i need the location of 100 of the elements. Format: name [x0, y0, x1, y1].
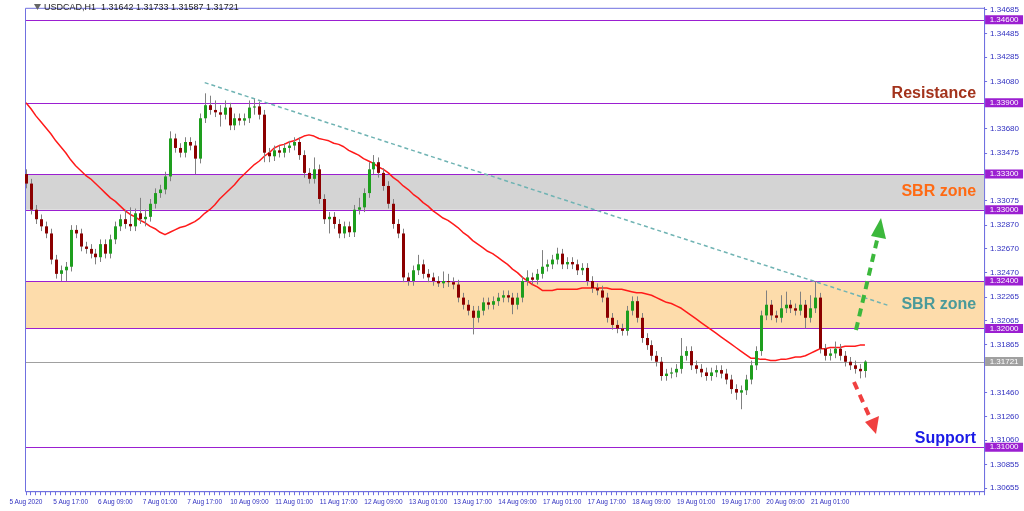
- candlestick: [511, 292, 514, 315]
- candlestick: [184, 136, 187, 158]
- candlestick: [770, 299, 773, 321]
- candlestick: [382, 167, 385, 192]
- y-tick-label: 1.32870: [990, 220, 1020, 230]
- candlestick: [392, 198, 395, 230]
- candlestick: [80, 228, 83, 252]
- candlestick: [154, 187, 157, 210]
- candlestick: [740, 384, 743, 410]
- y-tick-label: 1.31260: [990, 411, 1020, 421]
- candlestick: [109, 234, 112, 259]
- candlestick: [298, 136, 301, 161]
- candlestick: [690, 345, 693, 371]
- candlestick: [209, 95, 212, 116]
- candlestick: [387, 180, 390, 210]
- candlestick: [606, 292, 609, 324]
- candlestick: [780, 294, 783, 324]
- candlestick: [372, 154, 375, 175]
- annotation: SBR zone: [901, 295, 977, 313]
- candlestick: [139, 197, 142, 225]
- candlestick: [204, 92, 207, 124]
- candlestick: [124, 209, 127, 230]
- candlestick: [636, 295, 639, 324]
- ref-line-label: 1.32400: [989, 276, 1020, 286]
- candlestick: [680, 337, 683, 375]
- y-tick-label: 1.34285: [990, 52, 1020, 62]
- candlestick: [229, 102, 232, 131]
- candlestick: [377, 156, 380, 179]
- candlestick: [253, 98, 256, 116]
- candlestick: [219, 104, 222, 128]
- candlestick: [765, 289, 768, 321]
- y-tick-label: 1.34485: [990, 28, 1020, 38]
- candlestick: [457, 279, 460, 303]
- candlestick: [248, 99, 251, 124]
- candlestick: [55, 254, 58, 280]
- candlestick: [104, 238, 107, 259]
- candlestick: [194, 140, 197, 175]
- candlestick: [353, 204, 356, 238]
- candlestick: [804, 299, 807, 329]
- y-tick-label: 1.33680: [990, 124, 1020, 134]
- candlestick: [521, 275, 524, 303]
- candlestick: [114, 221, 117, 245]
- candlestick: [99, 238, 102, 263]
- ref-line-label: 1.32000: [989, 323, 1020, 333]
- y-tick-label: 1.33075: [990, 196, 1020, 206]
- chart-title: USDCAD,H1 1.31642 1.31733 1.31587 1.31721: [44, 2, 239, 12]
- candlestick: [368, 161, 371, 199]
- candlestick: [809, 294, 812, 324]
- candlestick: [650, 339, 653, 362]
- y-tick-label: 1.30655: [990, 483, 1020, 493]
- y-tick-label: 1.34685: [990, 4, 1020, 14]
- candlestick: [417, 254, 420, 276]
- candlestick: [586, 262, 589, 287]
- candlestick: [363, 187, 366, 213]
- y-tick-label: 1.30855: [990, 459, 1020, 469]
- y-tick-label: 1.32265: [990, 292, 1020, 302]
- candlestick: [730, 374, 733, 395]
- candlestick: [25, 168, 28, 189]
- y-tick-label: 1.32470: [990, 267, 1020, 277]
- y-tick-label: 1.31865: [990, 339, 1020, 349]
- candlestick: [814, 280, 817, 314]
- candlestick: [35, 204, 38, 225]
- ref-line-label: 1.34600: [989, 14, 1020, 24]
- candlestick: [323, 193, 326, 225]
- candlestick: [626, 305, 629, 337]
- candlestick: [134, 208, 137, 232]
- candlestick: [541, 249, 544, 280]
- candlestick: [224, 99, 227, 120]
- candlestick: [561, 248, 564, 270]
- candlestick: [422, 259, 425, 280]
- ref-line-label: 1.33300: [989, 169, 1020, 179]
- candlestick: [641, 312, 644, 344]
- candlestick: [338, 218, 341, 239]
- candlestick: [164, 171, 167, 195]
- y-tick-label: 1.34080: [990, 76, 1020, 86]
- y-tick-label: 1.31460: [990, 387, 1020, 397]
- candlestick: [174, 133, 177, 154]
- candlestick: [631, 295, 634, 316]
- annotation: Support: [914, 428, 977, 446]
- candlestick: [149, 198, 152, 223]
- y-tick-label: 1.33475: [990, 148, 1020, 158]
- candlestick: [412, 265, 415, 287]
- annotation: Resistance: [891, 84, 977, 102]
- candlestick: [745, 374, 748, 396]
- ref-line-label: 1.31721: [989, 356, 1020, 366]
- ref-line-label: 1.31000: [989, 442, 1020, 452]
- y-tick-label: 1.32065: [990, 315, 1020, 325]
- ref-line-label: 1.33000: [989, 204, 1020, 214]
- y-tick-label: 1.31060: [990, 435, 1020, 445]
- candlestick: [472, 305, 475, 335]
- y-tick-label: 1.32670: [990, 244, 1020, 254]
- candlestick: [397, 218, 400, 239]
- candlestick: [660, 356, 663, 382]
- candlestick: [799, 291, 802, 316]
- candlestick: [755, 345, 758, 371]
- candlestick: [313, 156, 316, 185]
- ref-line-label: 1.33900: [989, 98, 1020, 108]
- candlestick: [750, 360, 753, 385]
- candlestick: [303, 149, 306, 179]
- annotation: SBR zone: [901, 182, 977, 200]
